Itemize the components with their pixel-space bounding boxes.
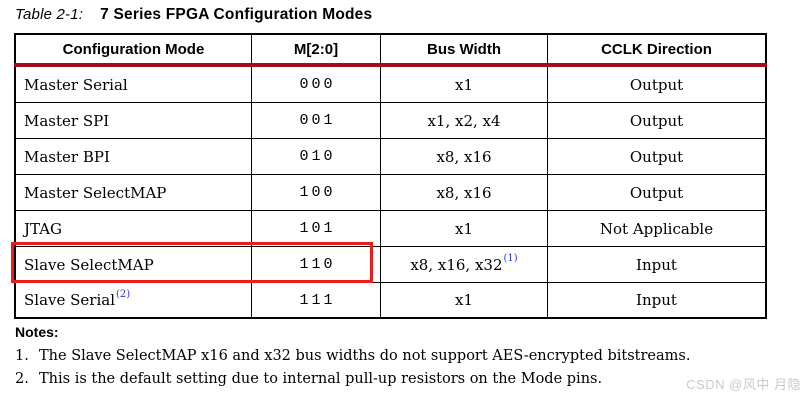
cell-mode: JTAG (24, 219, 63, 238)
cell-bus-width: x1 (381, 283, 548, 317)
header-red-rule (14, 63, 767, 67)
note-text: This is the default setting due to inter… (39, 371, 603, 387)
table-row-slave-serial: Slave Serial (2) 111 x1 Input (16, 283, 765, 317)
note-number: 1. (15, 348, 29, 364)
table-row-slave-selectmap: Slave SelectMAP 110 x8, x16, x32 (1) Inpu… (16, 247, 765, 283)
table-row-jtag: JTAG 101 x1 Not Applicable (16, 211, 765, 247)
table-row-master-serial: Master Serial 000 x1 Output (16, 67, 765, 103)
cell-mode: Master SPI (24, 111, 110, 130)
note-item-1: 1. The Slave SelectMAP x16 and x32 bus w… (15, 345, 775, 368)
table-caption-title: 7 Series FPGA Configuration Modes (100, 6, 373, 23)
cell-m-code: 110 (252, 247, 381, 282)
csdn-watermark: CSDN @风中 月隐 (686, 377, 801, 392)
table-caption-number: Table 2-1: (15, 6, 84, 23)
configuration-modes-table: Configuration Mode M[2:0] Bus Width CCLK… (14, 33, 767, 319)
header-cell-configuration-mode: Configuration Mode (16, 35, 252, 63)
cell-bus-width: x8, x16 (381, 139, 548, 174)
cell-cclk: Output (629, 75, 684, 94)
cell-m-code: 101 (252, 211, 381, 246)
cell-cclk: Not Applicable (599, 219, 714, 238)
cell-cclk: Output (629, 147, 684, 166)
cell-mode: Master SelectMAP (24, 183, 167, 202)
table-row-master-selectmap: Master SelectMAP 100 x8, x16 Output (16, 175, 765, 211)
cell-cclk: Input (636, 291, 677, 309)
header-cell-m20: M[2:0] (252, 35, 381, 63)
cell-m-code: 111 (252, 283, 381, 317)
cell-mode: Master Serial (24, 75, 128, 94)
note-number: 2. (15, 371, 29, 387)
note-text: The Slave SelectMAP x16 and x32 bus widt… (39, 348, 691, 364)
cell-m-code: 100 (252, 175, 381, 210)
footnote-ref-1: (1) (503, 253, 518, 264)
table-row-master-spi: Master SPI 001 x1, x2, x4 Output (16, 103, 765, 139)
cell-bus-width: x1 (381, 67, 548, 102)
cell-bus-width: x8, x16 (381, 175, 548, 210)
header-cell-cclk-direction: CCLK Direction (601, 40, 712, 58)
notes-heading: Notes: (15, 324, 59, 340)
cell-mode: Slave SelectMAP (24, 255, 154, 274)
cell-m-code: 000 (252, 67, 381, 102)
cell-cclk: Input (636, 255, 677, 274)
table-row-master-bpi: Master BPI 010 x8, x16 Output (16, 139, 765, 175)
cell-bus-width: x8, x16, x32 (410, 255, 503, 274)
table-header-row: Configuration Mode M[2:0] Bus Width CCLK… (16, 35, 765, 63)
cell-bus-width: x1 (381, 211, 548, 246)
cell-bus-width: x1, x2, x4 (381, 103, 548, 138)
cell-m-code: 001 (252, 103, 381, 138)
cell-mode: Slave Serial (24, 291, 115, 309)
cell-mode: Master BPI (24, 147, 110, 166)
notes-section: Notes: 1. The Slave SelectMAP x16 and x3… (15, 324, 775, 391)
footnote-ref-2: (2) (116, 288, 131, 300)
header-cell-bus-width: Bus Width (381, 35, 548, 63)
cell-m-code: 010 (252, 139, 381, 174)
note-item-2: 2. This is the default setting due to in… (15, 368, 775, 391)
cell-cclk: Output (629, 183, 684, 202)
cell-cclk: Output (629, 111, 684, 130)
table-caption: Table 2-1: 7 Series FPGA Configuration M… (15, 6, 372, 24)
